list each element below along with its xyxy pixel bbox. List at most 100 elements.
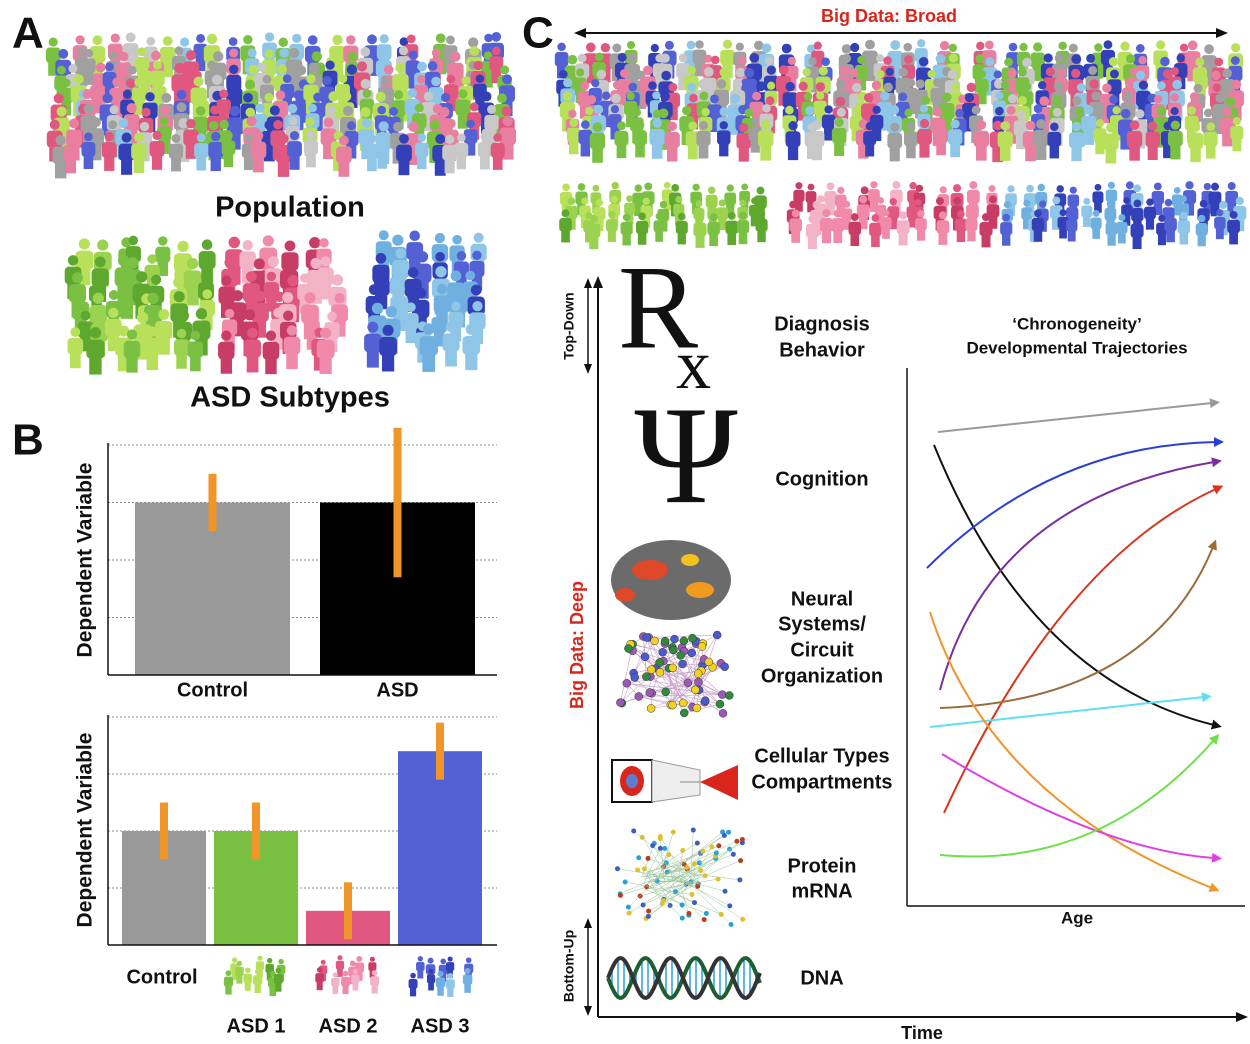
head bbox=[1052, 95, 1062, 106]
torso bbox=[462, 974, 473, 985]
person bbox=[887, 122, 903, 162]
head bbox=[765, 96, 775, 106]
torso bbox=[149, 140, 165, 157]
head bbox=[1107, 213, 1116, 222]
head bbox=[977, 69, 987, 79]
node bbox=[636, 855, 642, 861]
person bbox=[1081, 105, 1097, 145]
edge bbox=[653, 862, 667, 886]
activation bbox=[686, 582, 714, 598]
legs bbox=[337, 968, 343, 977]
torso bbox=[252, 113, 268, 130]
edge bbox=[649, 885, 683, 919]
torso bbox=[805, 191, 817, 203]
torso bbox=[854, 64, 869, 79]
head bbox=[1133, 184, 1142, 193]
torso bbox=[831, 127, 847, 144]
edge bbox=[683, 839, 743, 890]
torso bbox=[414, 142, 429, 158]
head bbox=[253, 258, 265, 270]
torso bbox=[1107, 79, 1122, 95]
head bbox=[399, 37, 409, 47]
head bbox=[207, 60, 217, 70]
head bbox=[619, 69, 629, 78]
legs bbox=[882, 227, 890, 239]
head bbox=[976, 120, 987, 130]
person bbox=[419, 323, 438, 372]
torso bbox=[67, 337, 84, 355]
legs bbox=[1229, 231, 1238, 245]
head bbox=[1138, 80, 1149, 90]
legs bbox=[1016, 134, 1027, 150]
node bbox=[718, 709, 728, 718]
head bbox=[1071, 121, 1082, 132]
network-image bbox=[616, 630, 734, 718]
head bbox=[269, 105, 280, 116]
trajectory bbox=[937, 398, 1220, 433]
edge bbox=[697, 673, 723, 695]
person bbox=[635, 212, 649, 245]
edge bbox=[680, 851, 704, 884]
head bbox=[451, 301, 461, 311]
node bbox=[631, 828, 637, 834]
head bbox=[278, 37, 289, 48]
head bbox=[440, 958, 447, 965]
edge bbox=[648, 881, 700, 912]
legs bbox=[263, 145, 275, 162]
head bbox=[1156, 106, 1167, 116]
head bbox=[687, 82, 697, 92]
person bbox=[707, 94, 722, 133]
head bbox=[84, 48, 94, 58]
torso bbox=[559, 218, 572, 232]
person bbox=[589, 122, 606, 163]
torso bbox=[692, 49, 707, 65]
head bbox=[195, 88, 207, 100]
head bbox=[1173, 186, 1181, 194]
head bbox=[150, 50, 161, 61]
head bbox=[1000, 121, 1010, 131]
head bbox=[470, 284, 482, 296]
legs bbox=[1232, 138, 1242, 152]
head bbox=[257, 955, 263, 961]
legs bbox=[865, 143, 875, 157]
head bbox=[756, 186, 765, 195]
torso bbox=[1043, 77, 1058, 93]
head bbox=[1170, 120, 1181, 130]
torso bbox=[255, 961, 265, 971]
node bbox=[657, 845, 663, 851]
head bbox=[451, 64, 462, 75]
legs bbox=[977, 91, 987, 105]
legs bbox=[858, 216, 868, 230]
head bbox=[995, 91, 1004, 100]
head bbox=[585, 42, 596, 53]
head bbox=[569, 118, 579, 127]
legs bbox=[54, 161, 67, 179]
head bbox=[898, 92, 908, 102]
head bbox=[798, 81, 808, 91]
nucleus bbox=[626, 774, 638, 788]
person bbox=[442, 134, 458, 174]
head bbox=[126, 257, 139, 269]
head bbox=[232, 290, 244, 302]
head bbox=[306, 130, 316, 140]
head bbox=[242, 240, 253, 251]
person bbox=[216, 89, 231, 127]
head bbox=[147, 326, 158, 337]
head bbox=[739, 122, 749, 133]
head bbox=[558, 69, 568, 79]
head bbox=[326, 105, 336, 116]
rx-symbol: R bbox=[618, 241, 698, 374]
legs bbox=[252, 156, 264, 173]
trajectory bbox=[929, 611, 1220, 892]
head bbox=[176, 328, 187, 339]
head bbox=[284, 240, 296, 252]
head bbox=[935, 53, 946, 64]
head bbox=[1022, 57, 1032, 68]
head bbox=[568, 109, 577, 118]
head bbox=[457, 133, 466, 142]
head bbox=[719, 68, 729, 77]
torso bbox=[379, 337, 397, 356]
head bbox=[947, 69, 958, 80]
torso bbox=[566, 127, 581, 143]
x-tick-label: ASD 1 bbox=[227, 1015, 286, 1037]
